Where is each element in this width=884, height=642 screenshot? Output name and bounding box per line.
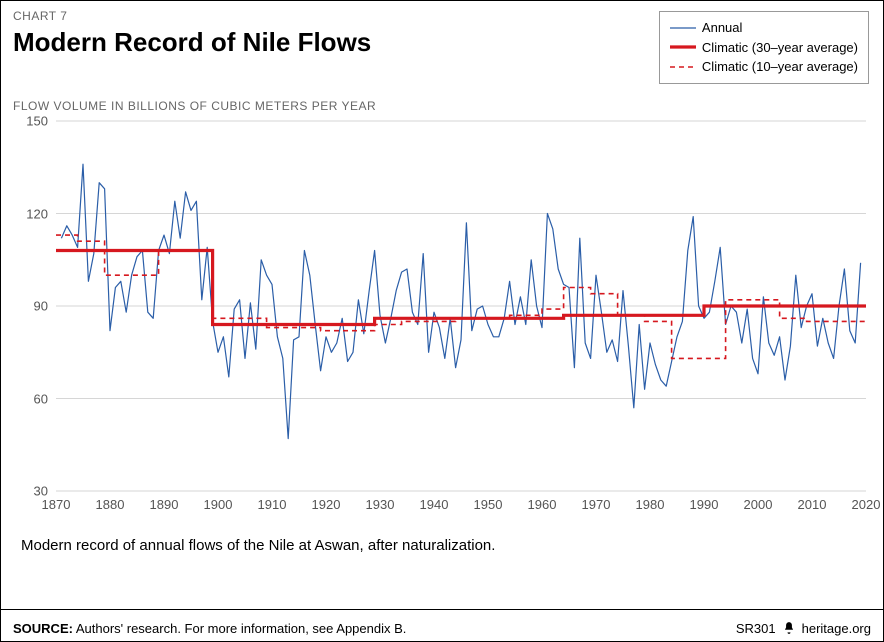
legend-label: Climatic (10–year average): [702, 57, 858, 77]
legend-item: Climatic (30–year average): [670, 38, 858, 58]
x-tick-label: 1930: [366, 497, 395, 512]
x-tick-label: 1870: [42, 497, 71, 512]
y-tick-label: 120: [26, 206, 48, 221]
doc-id: SR301: [736, 621, 776, 636]
footer-right: SR301 heritage.org: [736, 621, 871, 637]
plot-area: 3060901201501870188018901900191019201930…: [56, 121, 866, 491]
x-tick-label: 1970: [582, 497, 611, 512]
footer: SOURCE: Authors' research. For more info…: [1, 609, 883, 641]
x-tick-label: 1900: [204, 497, 233, 512]
x-tick-label: 1910: [258, 497, 287, 512]
chart-title: Modern Record of Nile Flows: [13, 27, 371, 58]
plot-svg: [56, 121, 866, 491]
legend-item: Climatic (10–year average): [670, 57, 858, 77]
x-tick-label: 2000: [744, 497, 773, 512]
site: heritage.org: [802, 621, 871, 636]
x-tick-label: 1880: [96, 497, 125, 512]
y-axis-title: FLOW VOLUME IN BILLIONS OF CUBIC METERS …: [13, 99, 376, 113]
legend-swatch: [670, 21, 696, 35]
chart-number: CHART 7: [13, 9, 67, 23]
x-tick-label: 1960: [528, 497, 557, 512]
series-annual: [61, 164, 860, 438]
x-tick-label: 1890: [150, 497, 179, 512]
legend-swatch: [670, 40, 696, 54]
x-tick-label: 2020: [852, 497, 881, 512]
legend-item: Annual: [670, 18, 858, 38]
x-tick-label: 1980: [636, 497, 665, 512]
source-text: Authors' research. For more information,…: [73, 621, 406, 636]
legend-swatch: [670, 60, 696, 74]
series-climatic30: [56, 251, 866, 325]
bell-icon: [782, 621, 796, 637]
caption: Modern record of annual flows of the Nil…: [21, 537, 495, 554]
x-tick-label: 2010: [798, 497, 827, 512]
y-tick-label: 90: [34, 299, 48, 314]
source-label: SOURCE:: [13, 621, 73, 636]
legend: AnnualClimatic (30–year average)Climatic…: [659, 11, 869, 84]
x-tick-label: 1990: [690, 497, 719, 512]
x-tick-label: 1940: [420, 497, 449, 512]
legend-label: Annual: [702, 18, 742, 38]
y-tick-label: 150: [26, 114, 48, 129]
x-tick-label: 1920: [312, 497, 341, 512]
x-tick-label: 1950: [474, 497, 503, 512]
source: SOURCE: Authors' research. For more info…: [13, 621, 406, 636]
y-tick-label: 60: [34, 391, 48, 406]
chart-page: CHART 7 Modern Record of Nile Flows Annu…: [0, 0, 884, 642]
legend-label: Climatic (30–year average): [702, 38, 858, 58]
